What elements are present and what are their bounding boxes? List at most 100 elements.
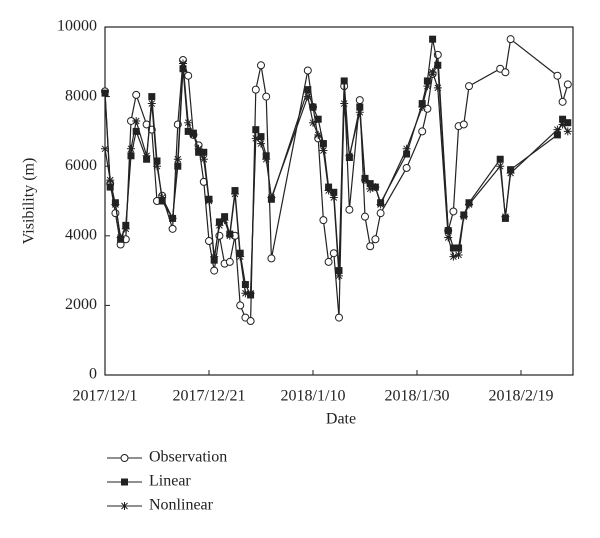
marker	[210, 266, 219, 275]
marker	[553, 125, 562, 134]
marker	[459, 212, 468, 221]
marker	[340, 77, 348, 85]
marker	[449, 252, 458, 261]
x-tick-label: 2018/1/10	[281, 388, 346, 405]
marker	[215, 221, 224, 230]
legend-label: Nonlinear	[149, 497, 214, 514]
marker	[319, 146, 328, 155]
legend-marker	[120, 502, 129, 510]
marker	[329, 193, 338, 202]
marker	[423, 82, 432, 91]
x-axis-label: Date	[326, 411, 356, 428]
marker	[465, 200, 473, 209]
marker	[200, 148, 208, 156]
marker	[225, 257, 234, 266]
marker	[423, 77, 431, 85]
marker	[251, 134, 260, 143]
marker	[262, 155, 271, 164]
marker	[267, 193, 276, 202]
marker	[257, 133, 265, 141]
marker	[429, 35, 437, 43]
marker	[314, 130, 323, 139]
marker	[501, 68, 510, 77]
marker	[434, 61, 442, 69]
y-tick-label: 6000	[65, 157, 97, 174]
marker	[355, 108, 364, 117]
marker	[148, 93, 156, 101]
marker	[241, 289, 250, 298]
marker	[174, 162, 182, 170]
x-tick-label: 2017/12/1	[73, 388, 138, 405]
marker	[449, 244, 457, 252]
marker	[335, 313, 343, 322]
marker	[496, 162, 505, 171]
marker	[121, 224, 130, 233]
marker	[262, 92, 271, 101]
marker	[158, 193, 167, 202]
marker	[101, 144, 109, 153]
marker	[314, 115, 322, 123]
marker	[101, 89, 109, 97]
marker	[361, 176, 369, 185]
marker	[251, 85, 260, 94]
marker	[402, 163, 411, 172]
marker	[366, 180, 374, 188]
marker	[210, 252, 219, 261]
marker	[559, 115, 567, 123]
legend-marker	[120, 454, 129, 462]
marker	[553, 131, 561, 139]
marker	[329, 249, 338, 258]
marker	[335, 271, 343, 280]
marker	[184, 118, 193, 127]
marker	[506, 35, 515, 44]
marker	[324, 186, 333, 195]
marker	[558, 97, 567, 106]
marker	[376, 209, 385, 218]
marker	[428, 68, 437, 77]
y-axis-label: Visibility (m)	[21, 158, 38, 245]
marker	[153, 162, 161, 171]
marker	[403, 150, 411, 158]
marker	[309, 118, 317, 127]
marker	[345, 151, 354, 160]
y-tick-label: 10000	[57, 18, 97, 35]
marker	[246, 289, 255, 298]
marker	[319, 216, 328, 225]
marker	[501, 212, 510, 221]
marker	[194, 144, 203, 153]
y-tick-label: 0	[89, 366, 97, 383]
marker	[366, 242, 375, 251]
marker	[106, 183, 114, 191]
marker	[356, 103, 364, 111]
marker	[241, 281, 249, 289]
marker	[231, 190, 239, 199]
marker	[168, 214, 177, 223]
marker	[371, 183, 380, 192]
marker	[127, 144, 135, 153]
marker	[324, 257, 333, 266]
marker	[371, 235, 380, 244]
marker	[366, 184, 375, 193]
x-tick-label: 2017/12/21	[173, 388, 246, 405]
marker	[459, 120, 468, 129]
marker	[345, 205, 354, 214]
marker	[376, 200, 385, 209]
marker	[252, 126, 260, 134]
marker	[205, 197, 213, 205]
marker	[132, 90, 141, 99]
marker	[236, 301, 245, 310]
marker	[132, 127, 140, 135]
marker	[418, 103, 427, 112]
marker	[116, 233, 125, 242]
marker	[553, 71, 562, 80]
y-tick-label: 8000	[65, 87, 97, 104]
marker	[184, 127, 192, 135]
plot-frame	[104, 26, 574, 376]
marker	[111, 200, 120, 209]
marker	[303, 92, 312, 101]
marker	[454, 250, 463, 259]
marker	[236, 252, 245, 261]
marker	[449, 207, 458, 216]
marker	[304, 86, 312, 94]
